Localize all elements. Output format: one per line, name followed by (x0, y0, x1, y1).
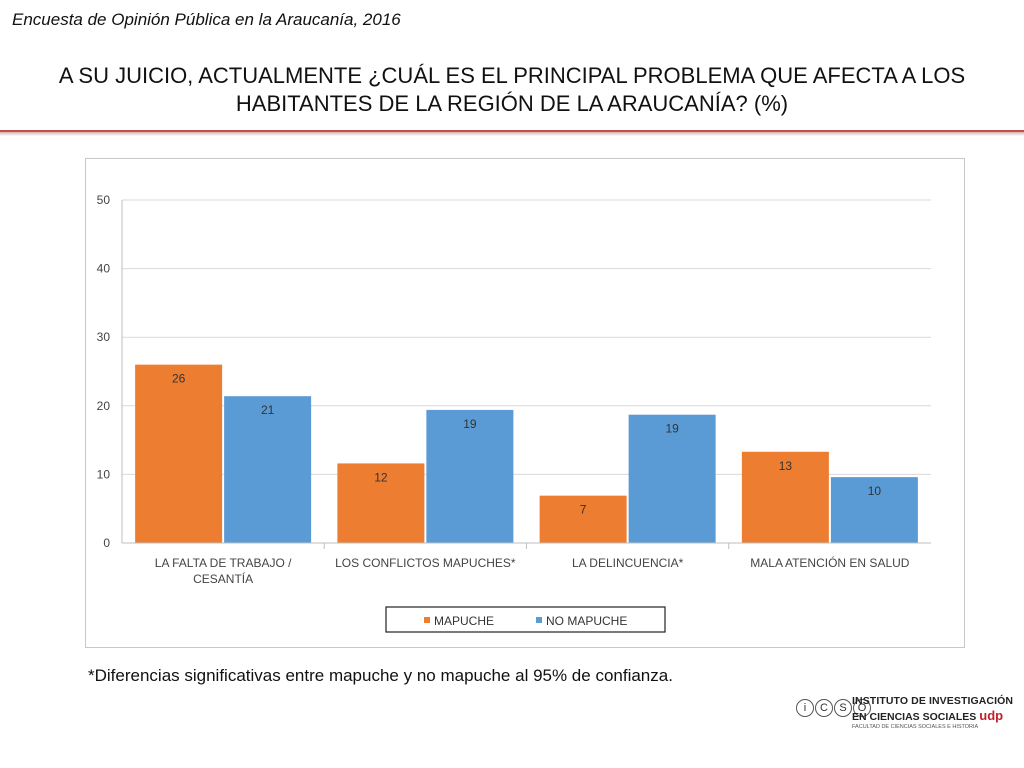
y-tick-label: 20 (97, 399, 111, 413)
bar-mapuche (741, 451, 829, 543)
data-label: 26 (172, 372, 186, 386)
y-tick-label: 10 (97, 467, 111, 481)
y-tick-label: 0 (103, 536, 110, 550)
logo-letter-o: O (853, 699, 871, 717)
bar-mapuche (135, 364, 223, 543)
x-tick-label: LA FALTA DE TRABAJO / (155, 556, 292, 570)
bar-no-mapuche (426, 409, 514, 543)
chart-frame: 0 10 20 30 40 50 26 21 12 19 7 19 13 10 LA FALTA DE … (85, 158, 965, 648)
bar-no-mapuche (830, 477, 918, 543)
legend: MAPUCHE NO MAPUCHE (385, 606, 666, 633)
logo-line-2-text: EN CIENCIAS SOCIALES (852, 711, 977, 723)
data-label: 19 (463, 417, 477, 431)
legend-swatch-no-mapuche (536, 617, 542, 623)
page-title-line-2: HABITANTES DE LA REGIÓN DE LA ARAUCANÍA?… (235, 91, 789, 116)
x-tick-label: LOS CONFLICTOS MAPUCHES* (335, 556, 516, 570)
bar-no-mapuche (224, 396, 312, 543)
legend-label-mapuche: MAPUCHE (434, 614, 494, 628)
x-tick-label: MALA ATENCIÓN EN SALUD (750, 555, 909, 570)
data-label: 13 (779, 459, 793, 473)
x-tick-label: CESANTÍA (193, 571, 253, 586)
data-label: 7 (580, 503, 587, 517)
x-tick-label: LA DELINCUENCIA* (572, 556, 684, 570)
logo-letter-s: S (834, 699, 852, 717)
title-divider-shadow (0, 132, 1024, 136)
logo-line-3: FACULTAD DE CIENCIAS SOCIALES E HISTORIA (852, 724, 979, 730)
institute-logo: i C S O INSTITUTO DE INVESTIGACIÓN EN CI… (796, 693, 1013, 739)
legend-box (385, 606, 666, 633)
y-tick-label: 50 (97, 193, 111, 207)
logo-line-1: INSTITUTO DE INVESTIGACIÓN (852, 695, 1014, 707)
survey-title: Encuesta de Opinión Pública en la Arauca… (12, 10, 401, 29)
logo-letters: i C S O (796, 699, 871, 717)
logo-udp: udp (979, 708, 1004, 723)
footnote: *Diferencias significativas entre mapuch… (88, 666, 673, 685)
logo-letter-i: i (796, 699, 814, 717)
title-divider (0, 130, 1024, 132)
page-title: A SU JUICIO, ACTUALMENTE ¿CUÁL ES EL PRI… (40, 62, 984, 118)
legend-label-no-mapuche: NO MAPUCHE (546, 614, 627, 628)
bar-no-mapuche (628, 414, 716, 543)
data-label: 21 (261, 403, 275, 417)
y-axis: 0 10 20 30 40 50 (97, 193, 123, 550)
y-tick-label: 40 (97, 262, 111, 276)
y-tick-label: 30 (97, 330, 111, 344)
page-title-line-1: A SU JUICIO, ACTUALMENTE ¿CUÁL ES EL PRI… (58, 63, 966, 88)
data-label: 19 (665, 422, 679, 436)
logo-letter-c: C (815, 699, 833, 717)
x-axis: LA FALTA DE TRABAJO /CESANTÍA LOS CONFLIC… (122, 542, 931, 586)
data-label: 10 (868, 484, 882, 498)
logo-line-2: EN CIENCIAS SOCIALES udp (852, 708, 1003, 723)
bar-mapuche (337, 463, 425, 543)
bars: 26 21 12 19 7 19 13 10 (135, 364, 918, 543)
bar-chart: 0 10 20 30 40 50 26 21 12 19 7 19 13 10 LA FALTA DE … (97, 193, 931, 633)
bar-mapuche (539, 495, 627, 543)
legend-swatch-mapuche (424, 617, 430, 623)
data-label: 12 (374, 470, 388, 484)
